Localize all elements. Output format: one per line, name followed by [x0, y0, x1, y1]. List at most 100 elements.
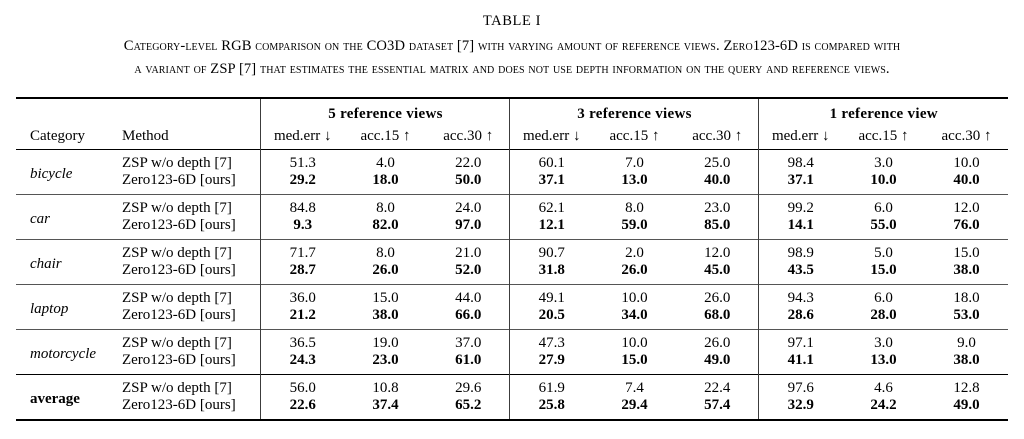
method-cell: Zero123-6D [ours] — [121, 307, 236, 323]
table-caption: Category-level RGB comparison on the CO3… — [0, 35, 1024, 81]
value-cell: 21.2 — [260, 307, 344, 330]
value-cell: 49.0 — [953, 397, 980, 413]
category-group-laptop: laptop ZSP w/o depth [7] 36.0 15.0 44.0 … — [15, 284, 1008, 330]
method-cell: ZSP w/o depth [7] — [121, 380, 232, 396]
category-group-motorcycle: motorcycle ZSP w/o depth [7] 36.5 19.0 3… — [15, 329, 1008, 375]
value-cell: 34.0 — [621, 307, 648, 323]
table-row: Zero123-6D [ours] 22.6 37.4 65.2 25.8 29… — [16, 397, 1008, 420]
value-cell: 66.0 — [455, 307, 482, 323]
value-cell: 10.0 — [621, 290, 648, 306]
value-cell: 36.0 — [260, 284, 344, 307]
table-row: motorcycle ZSP w/o depth [7] 36.5 19.0 3… — [16, 329, 1008, 362]
value-cell: 12.0 — [704, 245, 731, 261]
value-cell: 40.0 — [704, 172, 731, 188]
table-row: Zero123-6D [ours] 28.7 26.0 52.0 31.8 26… — [16, 262, 1008, 285]
value-cell: 68.0 — [704, 307, 731, 323]
value-cell: 26.0 — [621, 262, 648, 278]
table-row: chair ZSP w/o depth [7] 71.7 8.0 21.0 90… — [16, 239, 1008, 272]
table-row: Zero123-6D [ours] 9.3 82.0 97.0 12.1 59.… — [16, 217, 1008, 240]
value-cell: 65.2 — [455, 397, 482, 413]
header-mederr-5: med.err ↓ — [260, 125, 344, 150]
value-cell: 13.0 — [870, 352, 897, 368]
value-cell: 26.0 — [704, 290, 731, 306]
value-cell: 15.0 — [953, 245, 980, 261]
results-table: 5 reference views 3 reference views 1 re… — [15, 97, 1008, 421]
table-header: 5 reference views 3 reference views 1 re… — [15, 98, 1008, 150]
value-cell: 49.1 — [509, 284, 593, 307]
method-cell: ZSP w/o depth [7] — [121, 155, 232, 171]
method-cell: Zero123-6D [ours] — [121, 172, 236, 188]
value-cell: 8.0 — [376, 245, 395, 261]
value-cell: 28.6 — [758, 307, 842, 330]
value-cell: 37.4 — [372, 397, 399, 413]
value-cell: 26.0 — [704, 335, 731, 351]
value-cell: 21.0 — [455, 245, 482, 261]
value-cell: 10.0 — [953, 155, 980, 171]
value-cell: 43.5 — [758, 262, 842, 285]
value-cell: 19.0 — [372, 335, 399, 351]
sub-header-row: Category Method med.err ↓ acc.15 ↑ acc.3… — [16, 125, 1008, 150]
value-cell: 7.0 — [625, 155, 644, 171]
value-cell: 10.0 — [621, 335, 648, 351]
value-cell: 53.0 — [953, 307, 980, 323]
header-method: Method — [121, 128, 169, 144]
table-label: TABLE I — [482, 13, 542, 29]
value-cell: 15.0 — [372, 290, 399, 306]
table-row: bicycle ZSP w/o depth [7] 51.3 4.0 22.0 … — [16, 149, 1008, 182]
value-cell: 28.7 — [260, 262, 344, 285]
value-cell: 94.3 — [758, 284, 842, 307]
value-cell: 3.0 — [874, 155, 893, 171]
value-cell: 6.0 — [874, 200, 893, 216]
group-header-3-views: 3 reference views — [509, 98, 759, 125]
value-cell: 59.0 — [621, 217, 648, 233]
value-cell: 44.0 — [455, 290, 482, 306]
method-cell: Zero123-6D [ours] — [121, 352, 236, 368]
category-cell: car — [29, 211, 50, 227]
value-cell: 6.0 — [874, 290, 893, 306]
header-acc15-5: acc.15 ↑ — [360, 128, 411, 144]
value-cell: 13.0 — [621, 172, 648, 188]
value-cell: 97.0 — [455, 217, 482, 233]
value-cell: 47.3 — [509, 329, 593, 352]
value-cell: 50.0 — [455, 172, 482, 188]
value-cell: 4.6 — [874, 380, 893, 396]
value-cell: 40.0 — [953, 172, 980, 188]
value-cell: 18.0 — [953, 290, 980, 306]
value-cell: 8.0 — [376, 200, 395, 216]
header-spacer — [16, 98, 261, 125]
category-group-average: average ZSP w/o depth [7] 56.0 10.8 29.6… — [15, 374, 1008, 420]
category-cell: motorcycle — [29, 346, 97, 362]
value-cell: 98.4 — [758, 149, 842, 172]
table-row: Zero123-6D [ours] 29.2 18.0 50.0 37.1 13… — [16, 172, 1008, 195]
header-acc15-1: acc.15 ↑ — [858, 128, 909, 144]
caption-line-2: a variant of ZSP [7] that estimates the … — [134, 61, 890, 77]
value-cell: 62.1 — [509, 194, 593, 217]
method-cell: Zero123-6D [ours] — [121, 217, 236, 233]
value-cell: 8.0 — [625, 200, 644, 216]
group-header-row: 5 reference views 3 reference views 1 re… — [16, 98, 1008, 125]
value-cell: 38.0 — [372, 307, 399, 323]
value-cell: 12.8 — [953, 380, 980, 396]
value-cell: 90.7 — [509, 239, 593, 262]
value-cell: 14.1 — [758, 217, 842, 240]
header-acc30-3: acc.30 ↑ — [692, 128, 743, 144]
value-cell: 51.3 — [260, 149, 344, 172]
value-cell: 29.4 — [621, 397, 648, 413]
value-cell: 5.0 — [874, 245, 893, 261]
value-cell: 97.1 — [758, 329, 842, 352]
method-cell: ZSP w/o depth [7] — [121, 245, 232, 261]
table-row: Zero123-6D [ours] 21.2 38.0 66.0 20.5 34… — [16, 307, 1008, 330]
value-cell: 25.0 — [704, 155, 731, 171]
value-cell: 32.9 — [758, 397, 842, 420]
header-mederr-3: med.err ↓ — [509, 125, 593, 150]
caption-line-1: Category-level RGB comparison on the CO3… — [123, 38, 901, 54]
value-cell: 7.4 — [625, 380, 644, 396]
value-cell: 10.0 — [870, 172, 897, 188]
category-cell: average — [29, 391, 80, 407]
value-cell: 97.6 — [758, 374, 842, 397]
table-row: laptop ZSP w/o depth [7] 36.0 15.0 44.0 … — [16, 284, 1008, 317]
value-cell: 24.0 — [455, 200, 482, 216]
header-acc15-3: acc.15 ↑ — [609, 128, 660, 144]
value-cell: 99.2 — [758, 194, 842, 217]
value-cell: 22.4 — [704, 380, 731, 396]
